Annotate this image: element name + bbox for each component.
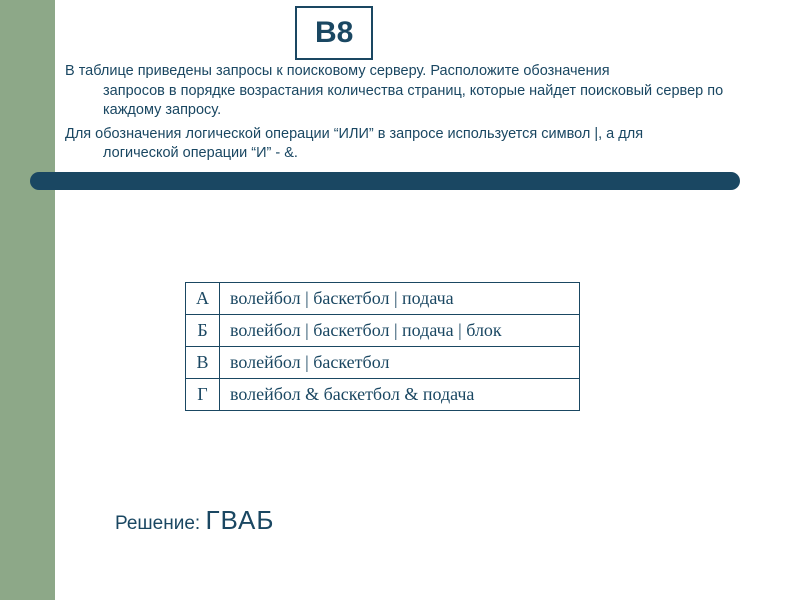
- p2-cont: логической операции “И” - &.: [65, 144, 782, 164]
- left-sidebar: [0, 0, 55, 600]
- row-letter: Б: [186, 315, 220, 347]
- row-letter: А: [186, 283, 220, 315]
- table-row: Г волейбол & баскетбол & подача: [186, 379, 580, 411]
- p1-lead: В таблице приведены запросы к поисковому…: [65, 63, 610, 79]
- row-query: волейбол | баскетбол: [220, 347, 580, 379]
- row-query: волейбол & баскетбол & подача: [220, 379, 580, 411]
- table-row: А волейбол | баскетбол | подача: [186, 283, 580, 315]
- solution-line: Решение: ГВАБ: [115, 505, 274, 536]
- row-query: волейбол | баскетбол | подача | блок: [220, 315, 580, 347]
- task-badge: В8: [295, 6, 373, 60]
- query-table: А волейбол | баскетбол | подача Б волейб…: [185, 282, 580, 411]
- solution-answer: ГВАБ: [205, 505, 274, 535]
- table-row: Б волейбол | баскетбол | подача | блок: [186, 315, 580, 347]
- p1-cont: запросов в порядке возрастания количеств…: [65, 82, 782, 121]
- task-badge-label: В8: [315, 16, 353, 49]
- paragraph-2: Для обозначения логической операции “ИЛИ…: [65, 125, 782, 164]
- slide-content: В8 В таблице приведены запросы к поисков…: [55, 0, 800, 600]
- row-letter: В: [186, 347, 220, 379]
- query-table-wrap: А волейбол | баскетбол | подача Б волейб…: [185, 282, 580, 411]
- row-letter: Г: [186, 379, 220, 411]
- row-query: волейбол | баскетбол | подача: [220, 283, 580, 315]
- task-description: В таблице приведены запросы к поисковому…: [65, 62, 782, 168]
- divider-bar: [30, 172, 740, 190]
- p2-lead: Для обозначения логической операции “ИЛИ…: [65, 126, 643, 142]
- solution-label: Решение:: [115, 513, 205, 534]
- paragraph-1: В таблице приведены запросы к поисковому…: [65, 62, 782, 121]
- table-row: В волейбол | баскетбол: [186, 347, 580, 379]
